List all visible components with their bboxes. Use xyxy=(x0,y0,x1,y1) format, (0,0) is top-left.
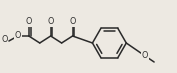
Text: O: O xyxy=(15,32,21,41)
Text: O: O xyxy=(26,18,32,26)
Text: O: O xyxy=(47,18,54,26)
Text: O: O xyxy=(69,18,76,26)
Text: O: O xyxy=(2,35,8,45)
Text: O: O xyxy=(142,51,148,61)
